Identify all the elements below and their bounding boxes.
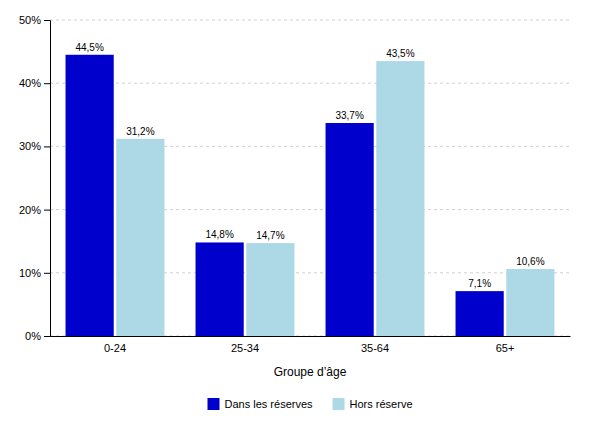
legend-item: Hors réserve — [333, 398, 413, 410]
y-tick-label: 10% — [19, 267, 41, 279]
legend-label: Hors réserve — [350, 398, 413, 410]
data-label: 43,5% — [386, 48, 414, 59]
x-tick: 0-24 — [104, 342, 126, 354]
bars — [66, 55, 555, 336]
bar — [246, 243, 294, 336]
bar — [506, 269, 554, 336]
y-axis: 0% 10% 20% 30% 40% 50% — [19, 14, 51, 342]
data-label: 44,5% — [75, 42, 103, 53]
legend-swatch — [207, 398, 219, 410]
bar — [116, 139, 164, 336]
legend-label: Dans les réserves — [224, 398, 313, 410]
data-label: 7,1% — [468, 278, 491, 289]
grid-line — [50, 20, 570, 21]
data-label: 10,6% — [516, 256, 544, 267]
bar — [376, 61, 424, 336]
x-axis: 0-24 25-34 35-64 65+ — [51, 337, 571, 354]
data-label: 14,7% — [256, 230, 284, 241]
y-tick: 20% — [19, 204, 50, 216]
x-tick-label: 65+ — [496, 342, 515, 354]
grid-line — [50, 83, 570, 84]
x-tick: 25-34 — [231, 342, 259, 354]
legend-swatch — [333, 398, 345, 410]
bar — [196, 242, 244, 336]
grid — [50, 20, 570, 336]
y-tick-label: 50% — [19, 14, 41, 26]
y-tick-label: 20% — [19, 204, 41, 216]
y-tick-mark — [44, 83, 50, 84]
bar — [66, 55, 114, 336]
x-tick-label: 25-34 — [231, 342, 259, 354]
y-tick-label: 0% — [25, 330, 41, 342]
y-tick: 50% — [19, 14, 50, 26]
x-tick-label: 0-24 — [104, 342, 126, 354]
x-axis-title: Groupe d’âge — [274, 365, 347, 379]
y-axis-line — [44, 21, 51, 337]
bar — [326, 123, 374, 336]
x-tick-label: 35-64 — [361, 342, 389, 354]
data-labels: 44,5% 14,8% 33,7% 7,1% 31,2% 14,7% 43,5% 10,6% — [75, 42, 544, 289]
y-tick-label: 40% — [19, 77, 41, 89]
y-tick-mark — [44, 273, 50, 274]
y-tick: 10% — [19, 267, 50, 279]
y-tick-mark — [44, 210, 50, 211]
y-tick-mark — [44, 146, 50, 147]
legend-item: Dans les réserves — [207, 398, 313, 410]
y-tick-label: 30% — [19, 140, 41, 152]
data-label: 14,8% — [205, 229, 233, 240]
x-axis-line — [51, 336, 571, 337]
y-tick: 0% — [25, 330, 50, 342]
y-tick: 30% — [19, 140, 50, 152]
x-tick: 35-64 — [361, 342, 389, 354]
bar — [456, 291, 504, 336]
chart: 44,5% 14,8% 33,7% 7,1% 31,2% 14,7% 43,5% 10,6% 0… — [0, 0, 590, 426]
y-tick: 40% — [19, 77, 50, 89]
y-tick-mark — [44, 20, 50, 21]
data-label: 31,2% — [126, 126, 154, 137]
y-tick-mark — [44, 336, 50, 337]
x-tick: 65+ — [496, 342, 515, 354]
legend: Dans les réserves Hors réserve — [207, 398, 412, 410]
data-label: 33,7% — [335, 110, 363, 121]
